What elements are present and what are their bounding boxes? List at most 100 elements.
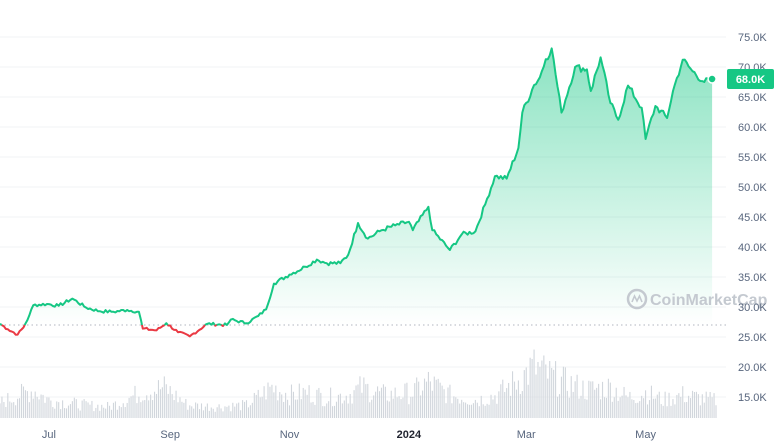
y-tick-label: 65.0K	[738, 92, 767, 104]
volume-bar	[126, 402, 128, 418]
volume-bar	[701, 394, 703, 418]
volume-bar	[222, 411, 224, 418]
volume-bar	[48, 397, 50, 418]
volume-bar	[635, 403, 637, 418]
volume-bar	[198, 409, 201, 418]
volume-bar	[296, 399, 298, 418]
volume-bar	[480, 395, 482, 418]
volume-bar	[418, 381, 420, 418]
volume-bar	[349, 394, 351, 418]
volume-bar	[627, 397, 629, 418]
volume-bar	[549, 361, 551, 418]
volume-bar	[553, 369, 555, 418]
volume-bar	[267, 382, 269, 418]
volume-bar	[330, 387, 332, 418]
volume-bar	[711, 397, 713, 418]
volume-bar	[658, 391, 660, 418]
volume-bar	[535, 374, 537, 418]
y-tick-label: 40.0K	[738, 242, 767, 254]
volume-bar	[138, 396, 140, 418]
volume-bar	[621, 395, 623, 418]
volume-bar	[652, 398, 654, 418]
volume-bar	[539, 366, 541, 418]
volume-bar	[224, 406, 226, 418]
y-tick-label: 30.0K	[738, 302, 767, 314]
volume-bar	[715, 405, 717, 418]
volume-bar	[232, 402, 234, 418]
volume-bar	[375, 391, 377, 418]
current-price-marker: 68.0K	[707, 69, 774, 89]
volume-bar	[155, 393, 158, 418]
volume-bar	[56, 401, 58, 418]
volume-bar	[189, 405, 191, 418]
volume-bar	[64, 408, 66, 418]
volume-bar	[449, 384, 451, 418]
volume-bar	[22, 386, 25, 418]
volume-bar	[181, 401, 183, 418]
volume-bar	[707, 397, 709, 418]
volume-bar	[183, 402, 185, 418]
volume-bar	[17, 398, 19, 418]
volume-bar	[695, 391, 697, 418]
volume-bar	[353, 390, 355, 418]
volume-bar	[257, 389, 259, 418]
volume-bar	[408, 404, 410, 418]
price-line	[0, 47, 713, 338]
volume-bar	[584, 398, 586, 418]
volume-bar	[77, 408, 79, 418]
volume-bar	[676, 394, 678, 418]
current-price-tag	[727, 69, 774, 89]
volume-bar	[404, 383, 406, 418]
volume-bar	[290, 384, 293, 418]
volume-bar	[562, 366, 564, 418]
volume-bar	[171, 394, 173, 418]
volume-bar	[660, 404, 662, 418]
y-axis: 75.0K70.0K65.0K60.0K55.0K50.0K45.0K40.0K…	[738, 32, 767, 404]
volume-bar	[54, 408, 56, 418]
volume-bar	[310, 402, 312, 418]
volume-bar	[637, 402, 639, 418]
volume-bar	[58, 402, 60, 418]
volume-bar	[308, 385, 310, 418]
volume-bar	[451, 403, 453, 418]
volume-bar	[79, 410, 81, 418]
volume-bar	[467, 404, 469, 418]
volume-bar	[52, 407, 54, 418]
volume-bar	[693, 392, 696, 418]
volume-bar	[265, 399, 267, 418]
volume-bar	[116, 409, 118, 418]
y-tick-label: 45.0K	[738, 212, 767, 224]
volume-bar	[332, 406, 334, 418]
volume-bar	[195, 402, 197, 418]
volume-bar	[670, 405, 672, 418]
volume-bar	[316, 389, 318, 418]
volume-bar	[326, 403, 328, 418]
volume-bar	[62, 400, 64, 418]
volume-bar	[457, 398, 459, 418]
volume-bar	[410, 396, 412, 418]
volume-bar	[504, 391, 506, 418]
volume-bar	[114, 401, 116, 418]
volume-bar	[447, 387, 449, 418]
volume-bar	[492, 399, 494, 418]
volume-bar	[420, 395, 422, 418]
volume-bar	[686, 402, 688, 418]
volume-bar	[87, 402, 89, 418]
volume-bar	[118, 405, 120, 418]
volume-bar	[666, 406, 668, 418]
volume-bar	[472, 403, 474, 418]
volume-bar	[586, 399, 588, 418]
volume-bar	[281, 394, 283, 418]
volume-bar	[400, 399, 402, 418]
volume-bar	[465, 402, 467, 418]
volume-bar	[153, 391, 156, 418]
volume-bar	[42, 394, 44, 418]
volume-bar	[490, 394, 492, 418]
volume-bar	[482, 404, 484, 418]
volume-bar	[682, 386, 684, 418]
volume-bar	[218, 404, 220, 418]
volume-bar	[343, 400, 345, 418]
volume-bar	[474, 399, 476, 418]
volume-bar	[713, 393, 715, 418]
